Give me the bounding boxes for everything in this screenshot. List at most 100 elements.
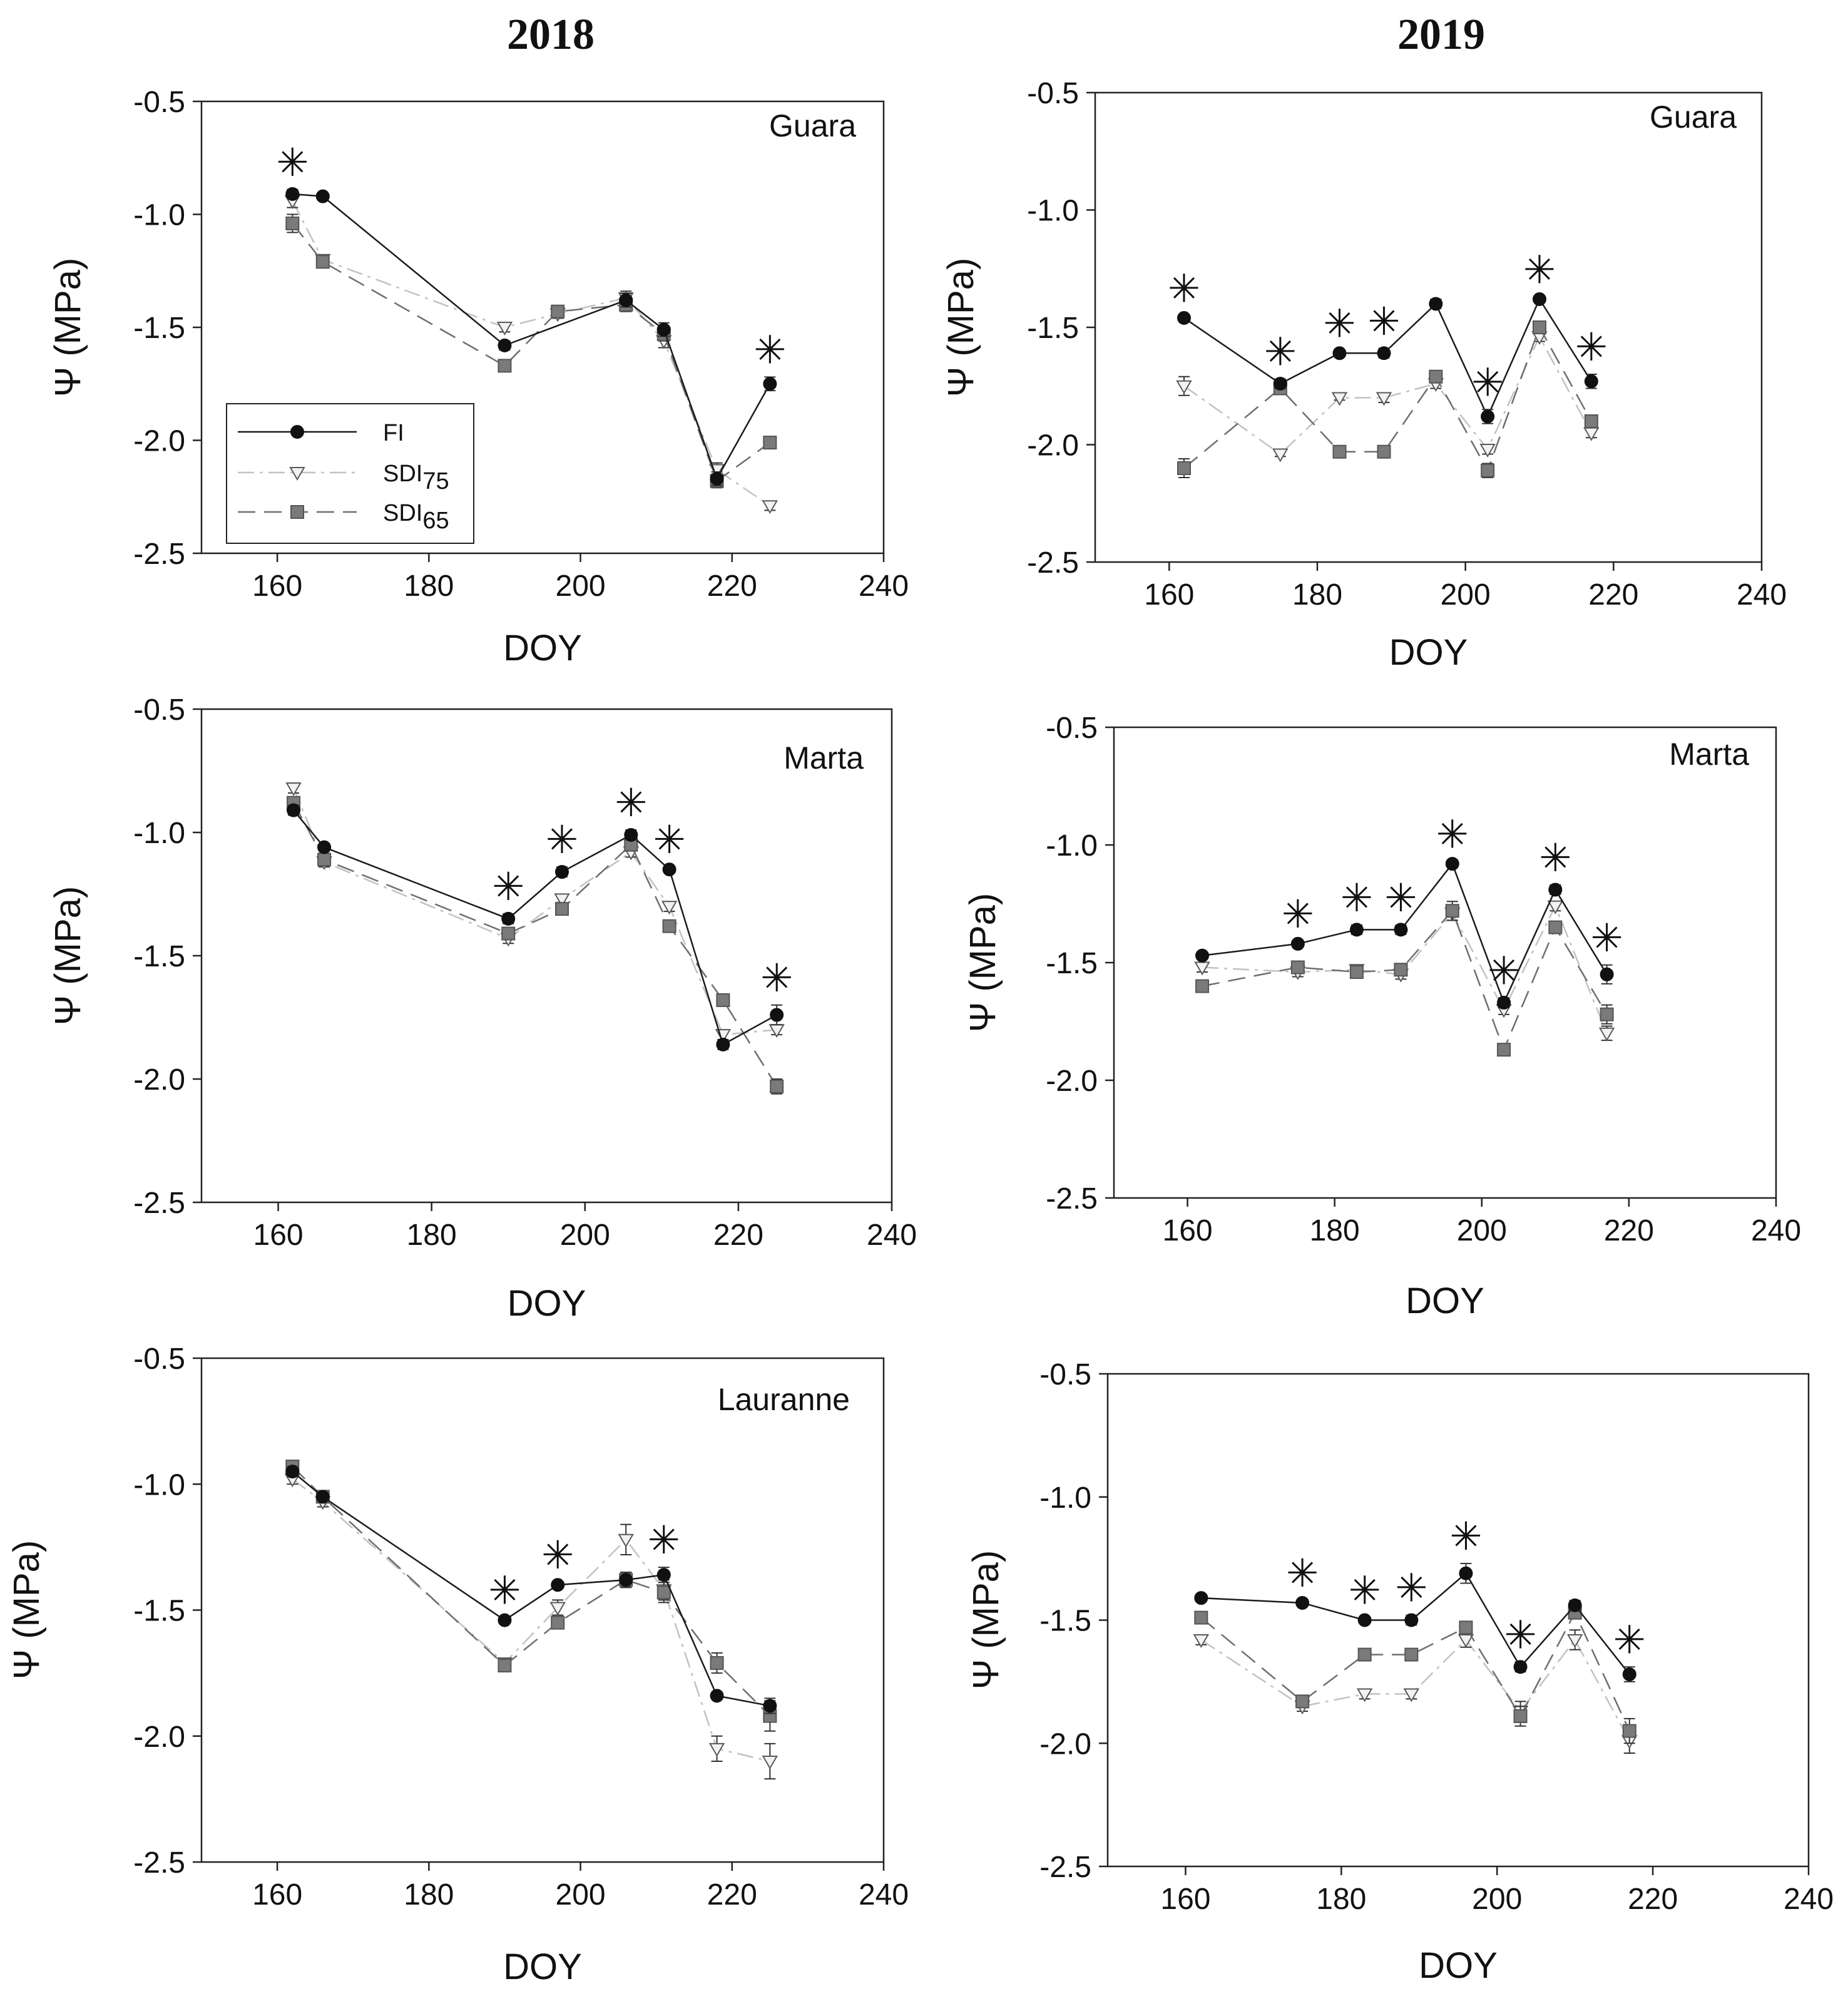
data-point-fi [716,1037,730,1051]
data-point-sdi75 [496,322,513,335]
data-point-sdi75 [1272,448,1289,463]
series-line-fi [293,809,777,1046]
data-point-sdi75 [708,1742,725,1757]
x-tick-label: 240 [859,1878,909,1911]
data-point-fi [624,827,638,842]
data-point-sdi65 [1195,979,1210,993]
x-tick-label: 200 [1472,1883,1522,1916]
y-tick-label: -1.0 [133,817,185,850]
x-tick-label: 160 [252,1878,302,1911]
plot-frame [200,1357,885,1863]
data-point-fi [1290,936,1305,951]
data-point-fi [763,377,777,391]
y-tick-label: -1.5 [133,312,185,345]
data-point-fi [1377,346,1391,361]
series-line-sdi65 [292,802,778,1087]
legend-label-text: FI [383,420,404,446]
x-tick-label: 180 [1310,1214,1360,1247]
significance-asterisk: ✳ [1436,811,1469,857]
series-line-sdi65 [292,223,771,483]
y-tick-label: -1.0 [133,1468,185,1502]
x-tick-label: 160 [1160,1883,1210,1916]
series-line-sdi75 [1183,335,1592,456]
y-tick-label: -1.0 [133,199,185,232]
x-axis-title: DOY [508,1283,586,1324]
y-tick-label: -1.0 [1046,829,1098,862]
legend-box [226,403,474,544]
data-point-fi [1357,1613,1372,1627]
x-tick-label: 220 [1604,1214,1654,1247]
data-point-fi [619,1573,633,1587]
series-line-fi [1202,862,1608,1005]
y-tick-label: -2.0 [1027,429,1079,463]
legend-label-fi: FI [383,420,404,446]
data-point-sdi65 [1177,461,1191,475]
significance-asterisk: ✳ [760,955,793,1001]
data-point-sdi65 [498,359,512,373]
y-tick-label: -0.5 [133,86,185,119]
data-point-sdi65 [1295,1694,1310,1709]
data-point-fi [1445,857,1459,871]
significance-asterisk: ✳ [1282,891,1314,937]
data-point-sdi75 [1176,380,1192,394]
y-tick-label: -2.5 [133,1846,185,1880]
data-point-sdi65 [1290,960,1305,975]
significance-asterisk: ✳ [541,1532,574,1578]
data-point-sdi75 [1566,1634,1583,1648]
data-point-sdi65 [656,1585,671,1600]
x-axis-title: DOY [1406,1281,1484,1321]
data-point-sdi75 [1376,392,1392,406]
data-point-sdi65 [1357,1647,1372,1662]
data-point-fi [710,471,724,486]
data-point-fi [315,189,330,203]
x-tick-label: 160 [1163,1214,1213,1247]
data-point-fi [1548,883,1563,897]
data-point-sdi75 [554,893,570,908]
y-tick-label: -2.5 [133,1187,185,1220]
significance-asterisk: ✳ [488,1568,521,1614]
x-tick-label: 240 [1737,578,1787,611]
data-point-fi [1194,1591,1208,1605]
significance-asterisk: ✳ [1368,299,1401,344]
y-tick-label: -1.0 [1027,195,1079,228]
data-point-sdi65 [1429,369,1443,384]
chart-panel-4: 160 180 200 220 240 -0.5 -1.0 -1.5 -2.0 -2.5 DOY Ψ … [962,712,1801,1321]
x-tick-label: 180 [1316,1883,1366,1916]
data-point-sdi65 [710,1656,724,1671]
y-tick-label: -2.5 [133,538,185,571]
panel-label: Marta [784,740,864,775]
series-line-fi [1183,297,1592,419]
data-point-fi [1497,995,1511,1010]
series-line-sdi75 [292,1478,770,1763]
y-tick-label: -1.5 [133,940,185,973]
data-point-sdi75 [762,500,779,514]
plot-frame [1106,1373,1810,1868]
significance-asterisk: ✳ [1613,1617,1646,1662]
legend-label-sdi65: SDI65 [383,500,449,534]
data-point-sdi65 [1584,414,1598,428]
x-axis-title: DOY [503,628,582,668]
data-point-sdi75 [661,901,678,915]
data-point-sdi65 [1497,1043,1511,1057]
data-point-fi [1394,923,1408,937]
data-point-fi [1177,311,1191,325]
legend-marker-sdi75 [289,467,305,481]
y-tick-label: -0.5 [1046,712,1098,745]
data-point-sdi75 [618,1533,634,1548]
y-tick-label: -2.0 [133,425,185,458]
y-tick-label: -2.0 [133,1063,185,1097]
legend-marker-fi [290,425,304,439]
x-tick-label: 200 [1441,578,1491,611]
x-tick-label: 160 [252,570,302,603]
data-point-sdi65 [315,255,330,269]
data-point-sdi65 [1194,1610,1208,1625]
x-tick-label: 160 [253,1219,304,1252]
data-point-fi [285,187,300,202]
data-point-fi [1600,967,1614,981]
significance-asterisk: ✳ [1264,329,1297,375]
data-point-sdi65 [1600,1007,1614,1021]
panel-label: Guara [1650,100,1737,135]
data-point-sdi75 [1403,1688,1420,1702]
